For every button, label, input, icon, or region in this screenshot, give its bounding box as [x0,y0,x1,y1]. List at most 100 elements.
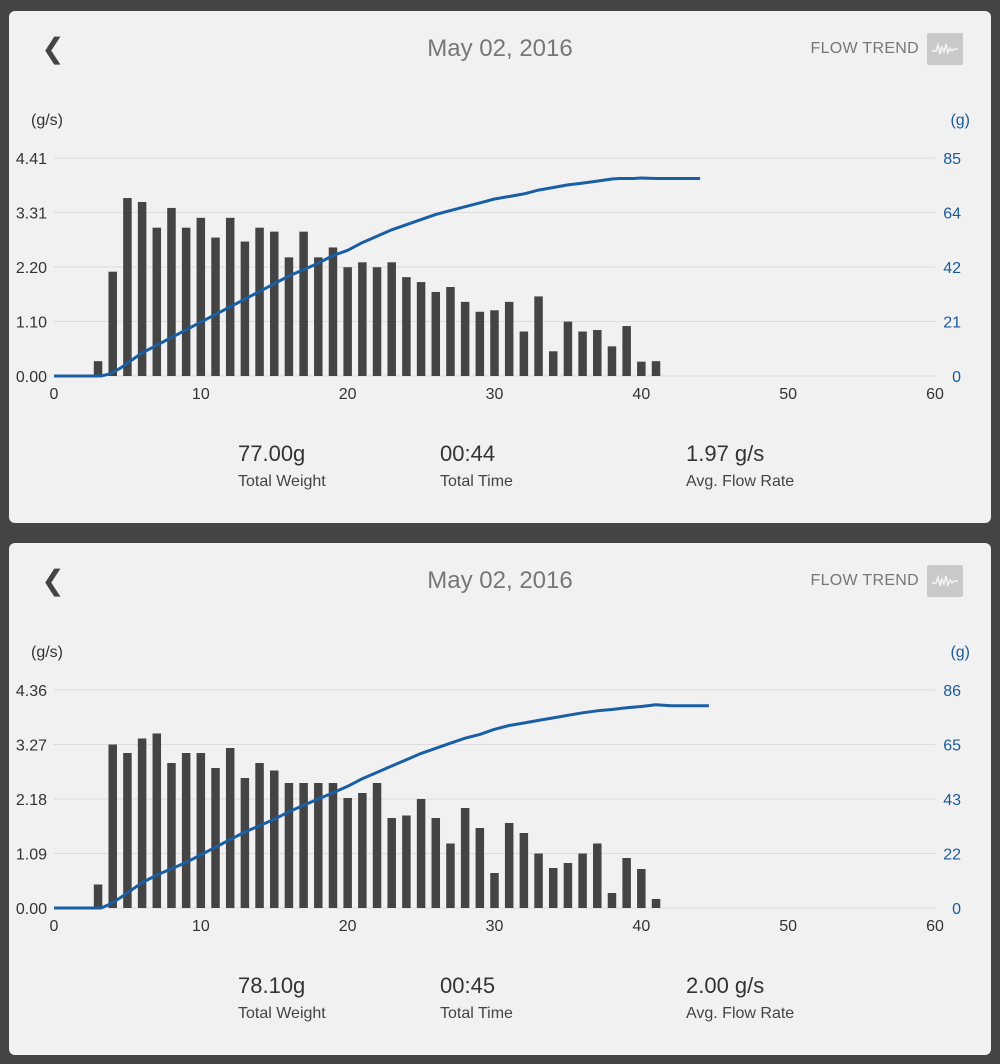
flow-rate-bar [240,778,250,908]
x-tick-label: 10 [192,918,210,935]
flow-rate-bar [446,843,455,908]
stat-value: 1.97 g/s [686,441,765,466]
flow-trend-button[interactable]: FLOW TREND [811,565,963,597]
weight-line [54,703,709,910]
x-tick-label: 50 [779,918,797,935]
stat-label: Total Weight [238,1005,326,1022]
flow-rate-bar [211,768,220,908]
x-tick-label: 40 [632,918,650,935]
flow-chart: 0.00 01.10 212.20 423.31 644.41 850 10 20 30 40 50… [16,151,961,403]
stat-label: Total Time [440,1005,513,1022]
flow-rate-bar [314,783,323,908]
y-right-tick-label: 21 [943,315,961,332]
x-tick-label: 0 [50,918,59,935]
flow-rate-bar [416,799,426,908]
flow-rate-bar [343,267,352,376]
stat-label: Total Weight [238,473,326,490]
flow-rate-bar [152,733,162,908]
x-tick-label: 30 [486,918,504,935]
flow-rate-bar [137,201,147,376]
flow-rate-bar [431,291,441,376]
x-tick-label: 60 [926,386,944,403]
flow-rate-bar [402,815,411,908]
y-right-tick-label: 64 [943,206,961,223]
flow-rate-bar [328,783,338,908]
y-left-tick-label: 3.31 [16,206,47,223]
stat-avg-flow-rate: 2.00 g/s Avg. Flow Rate [686,973,794,1023]
flow-rate-bar [299,231,308,376]
flow-rate-bar [328,247,338,376]
stat-label: Avg. Flow Rate [686,1005,795,1022]
flow-rate-bar [93,361,103,376]
y-left-tick-label: 4.36 [16,683,47,700]
flow-rate-bar [123,753,132,908]
stat-total-weight: 77.00g Total Weight [238,441,326,491]
x-tick-label: 30 [486,386,504,403]
flow-rate-bar [416,282,426,376]
x-tick-label: 10 [192,386,210,403]
left-axis-unit: (g/s) [31,112,63,129]
chevron-left-icon[interactable]: ❮ [41,564,65,597]
y-right-tick-label: 65 [943,738,961,755]
stat-value: 77.00g [238,441,306,466]
flow-rate-bar [475,311,485,376]
flow-rate-bar [284,257,294,376]
flow-rate-bar [593,330,602,376]
flow-rate-bar [402,277,411,376]
flow-rate-bar [167,763,176,908]
brew-summary-card: ❮ May 02, 2016 FLOW TREND (g/s) (g) 0.00… [9,11,991,523]
flow-rate-bar [270,770,279,908]
flow-rate-bar [534,296,543,376]
y-left-tick-label: 4.41 [16,151,47,168]
y-left-tick-label: 2.20 [16,260,47,277]
flow-rate-bar [607,346,617,376]
stat-total-time: 00:44 Total Time [440,441,513,491]
stat-total-time: 00:45 Total Time [440,973,513,1023]
flow-rate-bar [637,361,646,376]
chevron-left-icon[interactable]: ❮ [41,32,65,65]
flow-rate-bar [372,267,382,376]
waveform-icon [927,565,963,597]
waveform-icon [927,33,963,65]
weight-line [54,176,701,378]
flow-rate-bar [622,858,631,908]
flow-trend-button[interactable]: FLOW TREND [811,33,963,65]
flow-rate-bar [123,198,132,376]
y-left-tick-label: 0.00 [16,901,47,918]
right-axis-unit: (g) [950,644,970,661]
flow-rate-bar [211,237,220,376]
stat-label: Avg. Flow Rate [686,473,795,490]
y-right-tick-label: 0 [952,369,961,386]
flow-rate-bar [181,227,191,376]
flow-rate-bar [534,853,543,908]
flow-rate-bar [637,869,646,908]
y-right-tick-label: 43 [943,792,961,809]
y-right-tick-label: 86 [943,683,961,700]
y-left-tick-label: 1.10 [16,315,47,332]
flow-rate-bar [460,301,470,376]
flow-rate-bar [181,753,191,908]
stat-value: 00:44 [440,441,496,466]
flow-rate-bar [563,863,573,908]
flow-rate-bar [387,818,396,908]
x-tick-label: 20 [339,918,357,935]
flow-rate-bar [108,744,117,908]
flow-rate-bar [255,763,264,908]
flow-rate-bar [504,301,514,376]
stat-value: 00:45 [440,973,496,998]
flow-trend-label: FLOW TREND [810,40,919,57]
page-title: May 02, 2016 [427,567,573,594]
flow-rate-bar [167,207,176,376]
flow-rate-bar [196,217,206,376]
flow-rate-bar [93,884,103,908]
page-title: May 02, 2016 [427,35,573,62]
flow-rate-bar [651,361,661,376]
x-tick-label: 50 [779,386,797,403]
flow-rate-bar [460,808,470,908]
flow-rate-bar [431,818,441,908]
flow-rate-bar [387,262,396,376]
left-axis-unit: (g/s) [31,644,63,661]
y-right-tick-label: 42 [943,260,961,277]
y-left-tick-label: 2.18 [16,792,47,809]
flow-rate-bar [225,217,235,376]
